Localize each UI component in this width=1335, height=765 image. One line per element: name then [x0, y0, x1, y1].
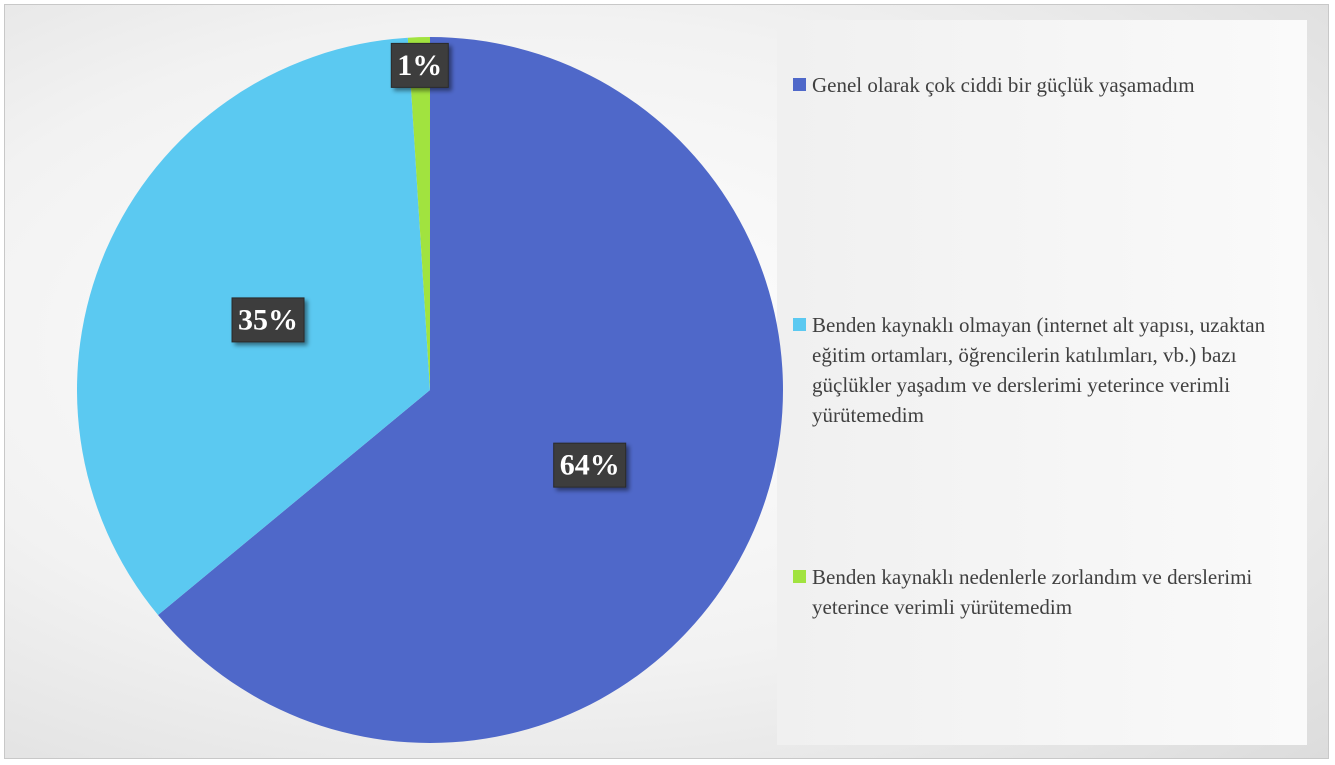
legend-item: Benden kaynaklı nedenlerle zorlandım ve …	[793, 562, 1303, 622]
data-label-box	[553, 442, 627, 488]
data-label: 35%	[238, 303, 298, 336]
data-label-box	[231, 297, 305, 343]
legend-swatch	[793, 78, 806, 91]
pie-slice	[407, 37, 430, 390]
legend-area	[777, 20, 1307, 745]
data-label: 1%	[397, 49, 442, 82]
legend-label: Benden kaynaklı nedenlerle zorlandım ve …	[812, 565, 1253, 619]
legend-item: Genel olarak çok ciddi bir güçlük yaşama…	[793, 70, 1303, 100]
legend-item: Benden kaynaklı olmayan (internet alt ya…	[793, 310, 1303, 430]
legend-swatch	[793, 318, 806, 331]
data-label: 64%	[560, 449, 620, 482]
data-label-box	[390, 42, 449, 88]
pie-slice	[158, 37, 784, 743]
legend-label: Genel olarak çok ciddi bir güçlük yaşama…	[812, 73, 1195, 97]
legend-swatch	[793, 570, 806, 583]
legend-label: Benden kaynaklı olmayan (internet alt ya…	[812, 313, 1266, 427]
